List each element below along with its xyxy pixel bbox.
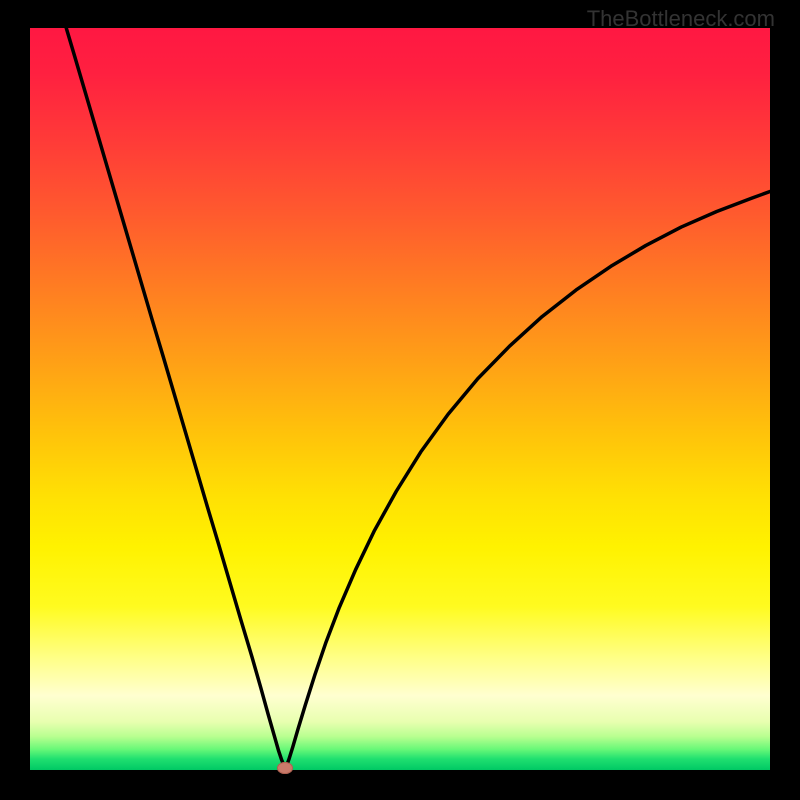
optimal-point-marker bbox=[277, 762, 293, 774]
plot-area bbox=[30, 28, 770, 770]
bottleneck-curve bbox=[30, 28, 770, 768]
chart-canvas: TheBottleneck.com bbox=[0, 0, 800, 800]
watermark-text: TheBottleneck.com bbox=[587, 6, 775, 32]
